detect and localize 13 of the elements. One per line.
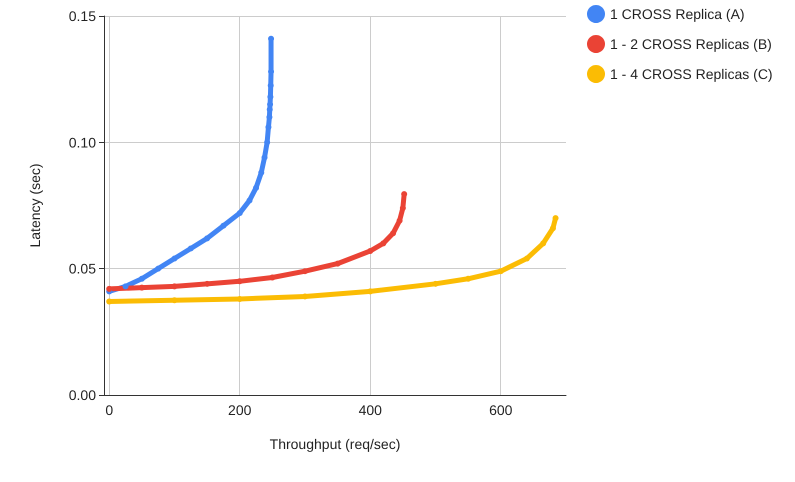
y-tick-label: 0.10 <box>68 134 96 150</box>
x-axis-title: Throughput (req/sec) <box>270 436 400 452</box>
y-tick-label: 0.00 <box>68 387 96 403</box>
y-tick-label: 0.15 <box>68 8 96 24</box>
y-axis-title: Latency (sec) <box>27 163 43 248</box>
legend-label: 1 - 4 CROSS Replicas (C) <box>610 66 773 82</box>
legend-label: 1 CROSS Replica (A) <box>610 6 745 22</box>
y-tick-label: 0.05 <box>68 260 96 277</box>
x-tick-label: 0 <box>105 402 114 418</box>
legend-label: 1 - 2 CROSS Replicas (B) <box>610 36 772 52</box>
x-tick-label: 400 <box>358 402 382 418</box>
x-tick-label: 200 <box>228 402 252 418</box>
x-tick-label: 600 <box>489 402 513 418</box>
